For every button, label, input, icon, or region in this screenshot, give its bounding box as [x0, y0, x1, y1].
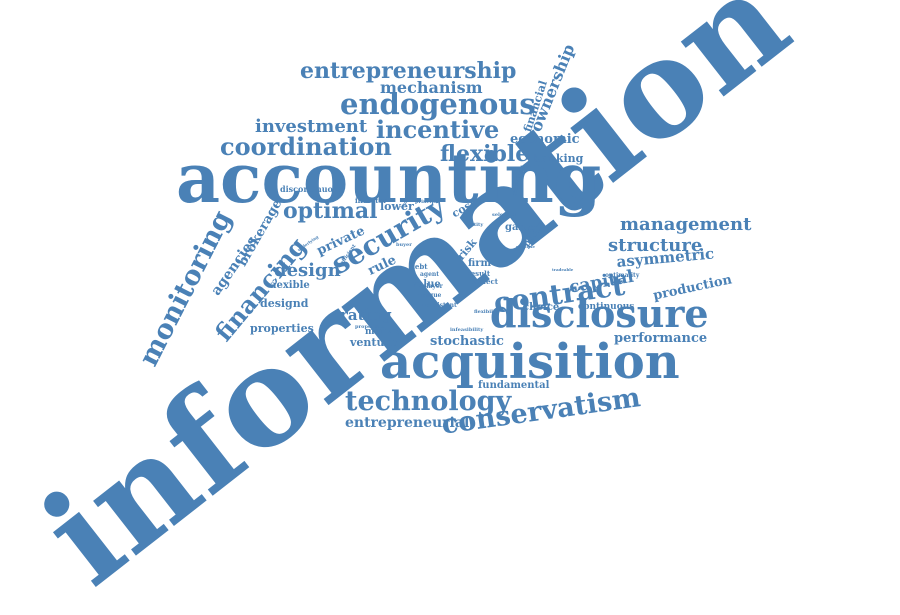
- word-6: endogenous: [340, 87, 536, 121]
- word-12: mechanism: [380, 78, 483, 97]
- word-57: agent: [420, 271, 440, 278]
- word-61: infeasibility: [450, 327, 484, 333]
- word-9: incentive: [376, 115, 500, 144]
- word-67: selection: [492, 212, 518, 218]
- word-25: structure: [608, 235, 703, 256]
- word-70: entity: [467, 222, 484, 228]
- word-66: principal: [415, 199, 441, 205]
- word-54: unique: [418, 292, 442, 299]
- word-8: entrepreneurship: [300, 58, 517, 84]
- word-56: perfect: [470, 277, 498, 286]
- word-cloud: information accounting acquisition disclosu…: [15, 0, 817, 615]
- word-31: stochastic: [430, 334, 504, 349]
- word-21: design: [274, 260, 341, 281]
- word-24: management: [620, 214, 752, 235]
- word-68: buyer: [396, 242, 412, 248]
- word-14: banking: [533, 152, 584, 165]
- word-49: discontinuous: [280, 184, 344, 194]
- word-3: disclosure: [490, 291, 709, 336]
- word-10: investment: [255, 116, 368, 137]
- word-59: optimality: [605, 272, 640, 279]
- word-52: value: [411, 279, 441, 290]
- word-1: accounting: [176, 139, 602, 219]
- word-53: player: [422, 283, 443, 290]
- word-36: market: [365, 327, 402, 337]
- word-18: optimal: [283, 198, 378, 224]
- word-72: multiple: [516, 244, 535, 249]
- word-32: fundamental: [478, 380, 550, 391]
- word-35: venture: [350, 336, 398, 349]
- word-63: proportion: [355, 324, 386, 330]
- word-33: entrepreneurial: [345, 415, 470, 431]
- word-13: economic: [510, 132, 580, 147]
- word-38: designd: [260, 297, 309, 310]
- word-2: acquisition: [380, 334, 680, 390]
- word-73: tradeable: [552, 267, 574, 272]
- word-11: flexible: [440, 141, 530, 167]
- word-47: lower: [380, 200, 414, 213]
- word-58: debt: [410, 262, 428, 271]
- word-42: firm: [468, 258, 492, 269]
- word-51: continuous: [578, 302, 635, 312]
- word-39: áexible: [270, 280, 310, 291]
- word-62: flexibility: [474, 309, 501, 315]
- word-37: properties: [250, 322, 314, 335]
- word-7: coordination: [220, 132, 392, 161]
- word-48: investor: [355, 196, 387, 205]
- word-60: consistent: [422, 302, 457, 309]
- word-50: choice: [523, 302, 560, 313]
- word-5: technology: [345, 386, 512, 417]
- word-34: rating: [340, 306, 392, 324]
- word-55: result: [467, 269, 491, 278]
- word-30: performance: [614, 331, 708, 346]
- word-45: game: [505, 222, 536, 233]
